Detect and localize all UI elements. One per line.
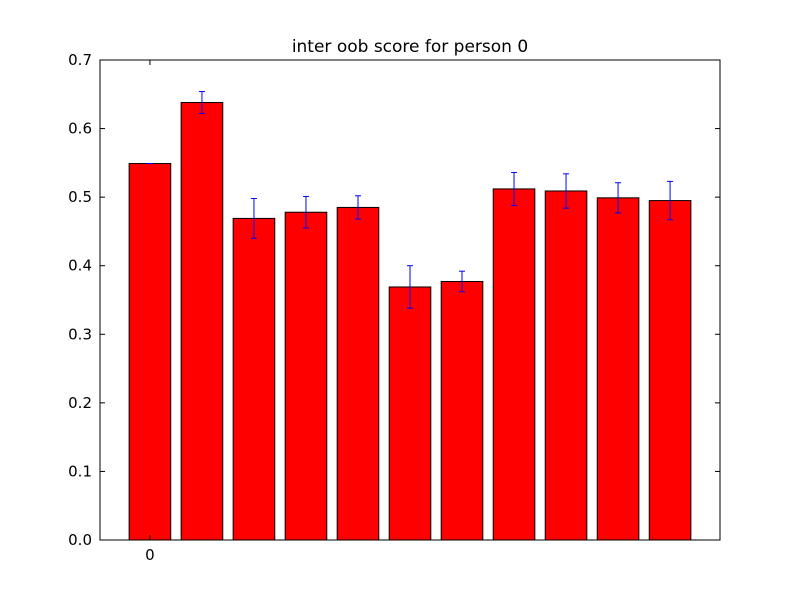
bar-4 <box>336 206 380 541</box>
error-bar-9 <box>615 182 622 214</box>
error-bar-1 <box>198 91 205 114</box>
bar-9 <box>596 197 640 541</box>
y-tick-label-5: 0.5 <box>68 188 92 206</box>
chart-title: inter oob score for person 0 <box>292 37 528 57</box>
y-tick-label-3: 0.3 <box>68 325 92 343</box>
error-bar-10 <box>667 180 674 221</box>
y-tick-label-6: 0.6 <box>68 120 92 138</box>
bar-1 <box>180 102 224 541</box>
x-axis: 0 <box>145 60 155 564</box>
bar-5 <box>388 286 432 541</box>
bar-8 <box>544 190 588 541</box>
y-tick-label-0: 0.0 <box>68 531 92 549</box>
bar-10 <box>648 200 692 541</box>
error-bar-7 <box>511 171 518 206</box>
bar-0 <box>128 163 172 541</box>
y-axis: 0.0 0.1 0.2 0.3 0.4 0.5 0.6 0.7 <box>68 51 720 549</box>
bar-2 <box>232 217 276 541</box>
bar-6 <box>440 280 484 541</box>
error-bar-8 <box>563 173 570 209</box>
error-bar-6 <box>459 270 466 293</box>
y-tick-label-1: 0.1 <box>68 462 92 480</box>
axes-frame <box>99 59 721 541</box>
bars-group <box>128 102 692 541</box>
y-tick-label-4: 0.4 <box>68 257 92 275</box>
y-tick-label-7: 0.7 <box>68 51 92 69</box>
error-bar-5 <box>407 265 413 309</box>
y-tick-label-2: 0.2 <box>68 394 92 412</box>
error-bars-group <box>146 91 674 309</box>
error-bar-4 <box>354 195 361 220</box>
x-tick-label-0: 0 <box>145 546 155 564</box>
bar-3 <box>284 211 328 541</box>
bar-7 <box>492 188 536 541</box>
error-bar-2 <box>250 198 257 239</box>
error-bar-3 <box>302 195 309 229</box>
